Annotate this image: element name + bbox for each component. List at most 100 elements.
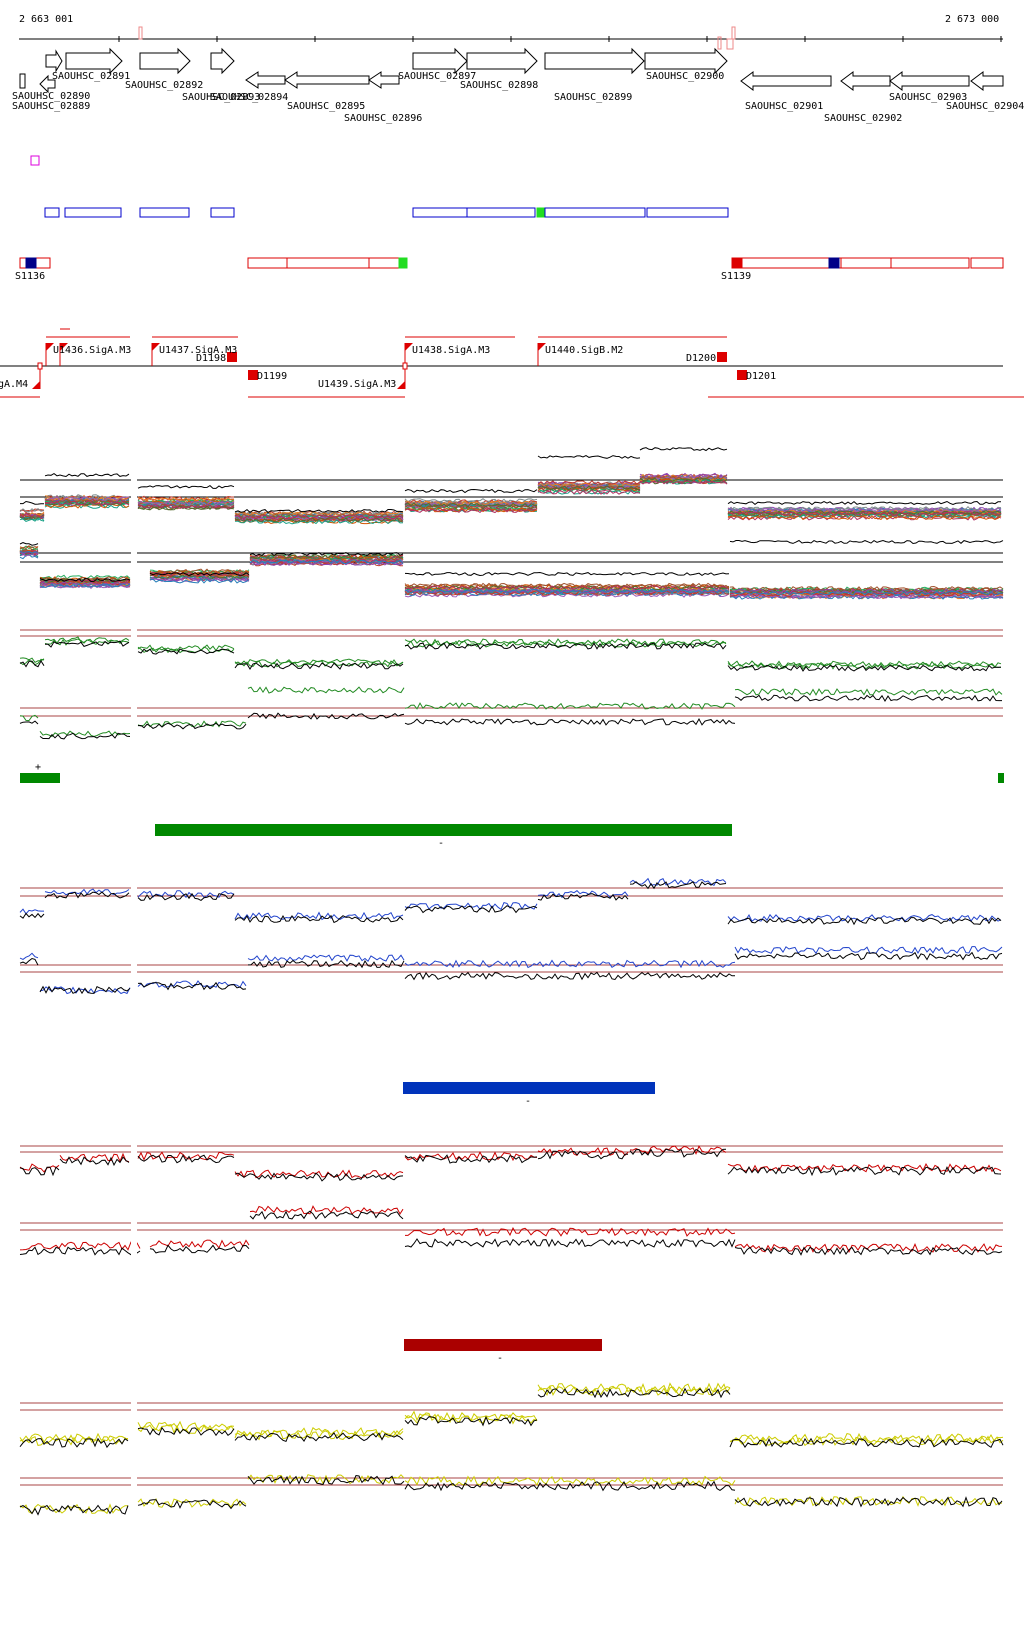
gene-track — [19, 47, 1004, 94]
gene-label: SAOUHSC_02889 — [12, 101, 90, 112]
blue-minus-bar[interactable] — [403, 1082, 655, 1094]
tu-minus-track — [19, 257, 1004, 269]
green-minus-bar[interactable] — [155, 824, 732, 836]
gene-arrow[interactable] — [139, 47, 191, 75]
tu-segment[interactable] — [466, 207, 536, 218]
terminator-label: D1201 — [746, 371, 776, 382]
expression-trace — [19, 946, 1003, 995]
gene-label: SAOUHSC_02892 — [125, 80, 203, 91]
gene-label: SAOUHSC_02896 — [344, 113, 422, 124]
red-minus-bar[interactable] — [404, 1339, 602, 1351]
tu-segment[interactable] — [247, 257, 288, 269]
promoter-flag[interactable] — [397, 381, 405, 389]
green-plus-label: + — [35, 762, 41, 773]
gene-label: SAOUHSC_02904 — [946, 101, 1024, 112]
gene-arrow[interactable] — [368, 71, 400, 89]
expression-trace — [19, 951, 1003, 995]
terminator-box[interactable] — [248, 370, 258, 380]
tu-segment[interactable] — [286, 257, 370, 269]
promoter-label: U1437.SigA.M3 — [159, 345, 237, 356]
tu-segment[interactable] — [646, 207, 729, 218]
tu-segment[interactable] — [741, 257, 842, 269]
terminator-box[interactable] — [737, 370, 747, 380]
data-gap — [131, 470, 137, 1550]
tu-segment[interactable] — [544, 207, 646, 218]
tu-segment[interactable] — [210, 207, 235, 218]
gene-label: SAOUHSC_02901 — [745, 101, 823, 112]
expression-trace — [19, 1475, 1003, 1516]
expression-trace — [19, 881, 1002, 926]
expression-trace — [19, 640, 1002, 672]
promoter-label: U1438.SigA.M3 — [412, 345, 490, 356]
expression-trace — [19, 1148, 1002, 1182]
expression-trace — [19, 552, 1004, 599]
gene-arrow[interactable] — [210, 47, 235, 75]
promoter-flag[interactable] — [538, 343, 546, 351]
tu-segment[interactable] — [139, 207, 190, 218]
expression-trace — [19, 694, 1002, 740]
gene-label: SAOUHSC_02894 — [210, 92, 288, 103]
tu-segment[interactable] — [412, 207, 468, 218]
tu-segment[interactable] — [890, 257, 970, 269]
tu-segment[interactable] — [536, 207, 546, 218]
expression-trace — [19, 686, 1003, 738]
tu-segment[interactable] — [970, 257, 1004, 269]
tu-segment[interactable] — [64, 207, 122, 218]
gene-label: SAOUHSC_02899 — [554, 92, 632, 103]
gene-label: SAOUHSC_02903 — [889, 92, 967, 103]
promoter-label: U1440.SigB.M2 — [545, 345, 623, 356]
gene-arrow[interactable] — [45, 49, 63, 73]
tu-plus-track — [44, 207, 729, 218]
terminator-box[interactable] — [717, 352, 727, 362]
tu-segment[interactable] — [368, 257, 400, 269]
gene-arrow[interactable] — [644, 47, 728, 75]
tu-segment[interactable] — [840, 257, 892, 269]
gene-arrow[interactable] — [65, 47, 123, 75]
expression-trace — [19, 1387, 1004, 1449]
strand-bars: + - - - — [20, 762, 1004, 1364]
gene-arrow[interactable] — [39, 74, 56, 94]
expression-trace — [19, 1205, 1003, 1253]
gene-arrow[interactable] — [466, 47, 538, 75]
expression-trace — [19, 479, 1002, 520]
blue-minus-label: - — [525, 1096, 531, 1107]
gene-arrow[interactable] — [970, 71, 1004, 91]
gene-arrow[interactable] — [840, 71, 891, 91]
terminator-box[interactable] — [227, 352, 237, 362]
gene-arrow[interactable] — [889, 71, 970, 91]
promoter-flag[interactable] — [32, 381, 40, 389]
marker-box[interactable] — [30, 155, 40, 166]
promoter-flag[interactable] — [46, 343, 54, 351]
promoter-flag[interactable] — [405, 343, 413, 351]
expression-trace — [19, 1385, 1004, 1447]
terminator-label: D1199 — [257, 371, 287, 382]
axis-end-label: 2 673 000 — [945, 14, 999, 25]
gene-arrow[interactable] — [544, 47, 645, 75]
coordinate-axis: 2 663 001 2 673 000 — [19, 14, 1003, 50]
gene-label: SAOUHSC_02890 — [12, 91, 90, 102]
gene-box[interactable] — [19, 73, 26, 89]
promoter-flag[interactable] — [152, 343, 160, 351]
gene-arrow[interactable] — [412, 47, 468, 75]
gene-label: SAOUHSC_02891 — [52, 71, 130, 82]
gene-label: SAOUHSC_02895 — [287, 101, 365, 112]
green-plus-bar[interactable] — [20, 773, 60, 783]
terminator-label: D1198 — [196, 353, 226, 364]
expression-profiles — [19, 447, 1004, 1550]
expression-trace — [19, 877, 1002, 923]
expression-trace — [19, 1382, 1004, 1444]
promoter-label: U1439.SigA.M3 — [318, 379, 396, 390]
gene-labels: SAOUHSC_02889 SAOUHSC_02890 SAOUHSC_0289… — [12, 71, 1024, 124]
tu-segment[interactable] — [44, 207, 60, 218]
gene-label: SAOUHSC_02898 — [460, 80, 538, 91]
promoter-flag[interactable] — [60, 343, 68, 351]
expression-trace — [20, 447, 1001, 514]
gene-arrow[interactable] — [245, 71, 286, 89]
expression-trace — [19, 1474, 1003, 1515]
gene-arrow[interactable] — [740, 71, 832, 91]
gene-arrow[interactable] — [284, 71, 370, 89]
expression-trace — [19, 549, 1004, 592]
green-plus-bar-right[interactable] — [998, 773, 1004, 783]
gene-label: SAOUHSC_02900 — [646, 71, 724, 82]
